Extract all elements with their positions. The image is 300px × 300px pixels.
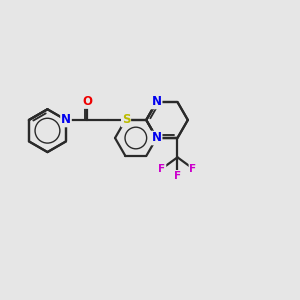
Text: S: S xyxy=(122,113,130,127)
Text: F: F xyxy=(174,171,181,181)
Text: N: N xyxy=(152,95,162,109)
Text: N: N xyxy=(152,131,162,145)
Text: O: O xyxy=(82,95,92,108)
Text: F: F xyxy=(158,164,166,174)
Text: F: F xyxy=(189,164,197,174)
Text: N: N xyxy=(61,113,71,127)
